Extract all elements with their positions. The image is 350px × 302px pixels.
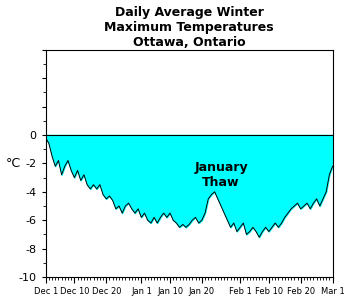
Title: Daily Average Winter
Maximum Temperatures
Ottawa, Ontario: Daily Average Winter Maximum Temperature…	[104, 5, 274, 49]
Y-axis label: °C: °C	[6, 157, 21, 170]
Text: January
Thaw: January Thaw	[194, 161, 248, 189]
